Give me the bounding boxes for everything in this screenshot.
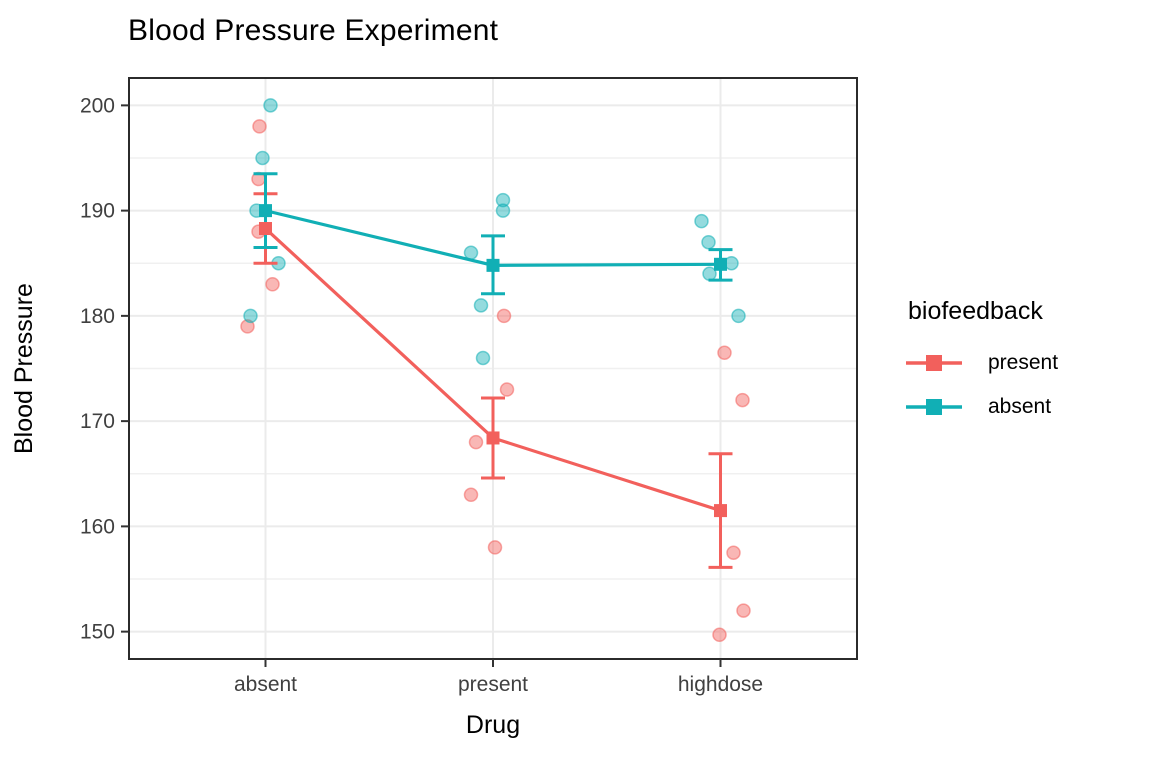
legend-label-absent: absent [988, 395, 1052, 418]
jitter-point [495, 203, 511, 218]
x-axis-title: Drug [465, 711, 521, 739]
jitter-point [468, 434, 484, 450]
x-tick-label: present [458, 673, 528, 696]
y-tick-label: 200 [80, 94, 115, 117]
x-tick-label: highdose [678, 673, 763, 696]
jitter-point [735, 392, 750, 408]
jitter-point [255, 150, 270, 166]
jitter-point [712, 627, 727, 643]
y-tick-label: 150 [80, 621, 115, 644]
y-tick-label: 190 [80, 200, 115, 223]
jitter-point [475, 350, 491, 366]
jitter-point [736, 603, 751, 618]
jitter-point [463, 487, 479, 503]
jitter-point [717, 345, 732, 360]
jitter-point [263, 98, 278, 113]
mean-point [486, 258, 500, 272]
legend-key-present-icon [906, 355, 962, 371]
mean-point [259, 204, 272, 218]
legend-label-present: present [988, 351, 1059, 374]
x-tick-label: absent [234, 673, 297, 696]
mean-point [259, 222, 272, 236]
y-tick-label: 160 [80, 515, 115, 538]
y-tick-label: 180 [80, 305, 115, 328]
jitter-point [701, 234, 716, 250]
jitter-point [252, 119, 267, 134]
legend-title: biofeedback [908, 297, 1043, 325]
jitter-point [265, 277, 280, 292]
jitter-point [487, 540, 503, 555]
legend: biofeedback present absent [906, 297, 1146, 436]
jitter-point [496, 308, 512, 324]
mean-point [486, 431, 500, 445]
chart-title: Blood Pressure Experiment [128, 14, 499, 47]
mean-point [714, 257, 727, 271]
jitter-point [473, 298, 489, 313]
legend-entry-present: present [906, 348, 1146, 378]
y-tick-label: 170 [80, 410, 115, 433]
legend-key-absent-icon [906, 399, 962, 415]
jitter-point [495, 192, 511, 208]
jitter-point [499, 382, 515, 397]
jitter-point [243, 308, 258, 324]
legend-entry-absent: absent [906, 392, 1146, 422]
jitter-point [726, 545, 741, 560]
jitter-point [463, 245, 479, 260]
jitter-point [240, 319, 255, 334]
jitter-point [694, 213, 709, 229]
jitter-point [731, 308, 746, 324]
mean-point [714, 504, 727, 518]
